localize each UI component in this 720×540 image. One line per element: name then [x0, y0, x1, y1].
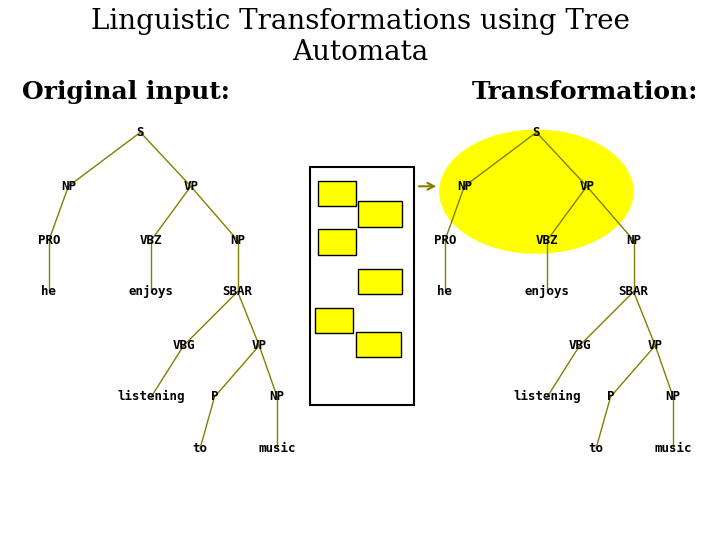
Text: VBZ: VBZ [536, 234, 559, 247]
Text: enjoys: enjoys [129, 285, 174, 298]
Bar [310, 167, 414, 405]
Text: listening: listening [117, 390, 185, 403]
Text: Transformation:: Transformation: [472, 80, 698, 104]
Text: S: S [533, 126, 540, 139]
Text: NP: NP [270, 390, 284, 403]
Text: VBG: VBG [568, 339, 591, 352]
Text: S: S [137, 126, 144, 139]
Text: VBZ: VBZ [140, 234, 163, 247]
Text: VP: VP [252, 339, 266, 352]
Text: music: music [258, 442, 296, 455]
Text: PRO: PRO [433, 234, 456, 247]
Text: enjoys: enjoys [525, 285, 570, 298]
Text: listening: listening [513, 390, 581, 403]
Text: VBG: VBG [172, 339, 195, 352]
Bar [358, 201, 402, 227]
Text: Original input:: Original input: [22, 80, 230, 104]
Text: he: he [438, 285, 452, 298]
Bar [318, 181, 356, 206]
Text: VP: VP [648, 339, 662, 352]
Text: VP: VP [184, 180, 198, 193]
Text: SBAR: SBAR [222, 285, 253, 298]
Text: Linguistic Transformations using Tree
Automata: Linguistic Transformations using Tree Au… [91, 8, 629, 66]
Text: he: he [42, 285, 56, 298]
Bar [358, 269, 402, 294]
Text: PRO: PRO [37, 234, 60, 247]
Text: NP: NP [626, 234, 641, 247]
Text: P: P [211, 390, 218, 403]
Text: VP: VP [580, 180, 594, 193]
Text: NP: NP [666, 390, 680, 403]
Text: NP: NP [61, 180, 76, 193]
Text: SBAR: SBAR [618, 285, 649, 298]
Bar [318, 230, 356, 255]
Text: to: to [193, 442, 207, 455]
Text: to: to [589, 442, 603, 455]
Bar [356, 332, 401, 357]
Text: music: music [654, 442, 692, 455]
Text: P: P [607, 390, 614, 403]
Text: NP: NP [230, 234, 245, 247]
Bar [315, 308, 353, 333]
Ellipse shape [439, 130, 634, 254]
Text: NP: NP [457, 180, 472, 193]
